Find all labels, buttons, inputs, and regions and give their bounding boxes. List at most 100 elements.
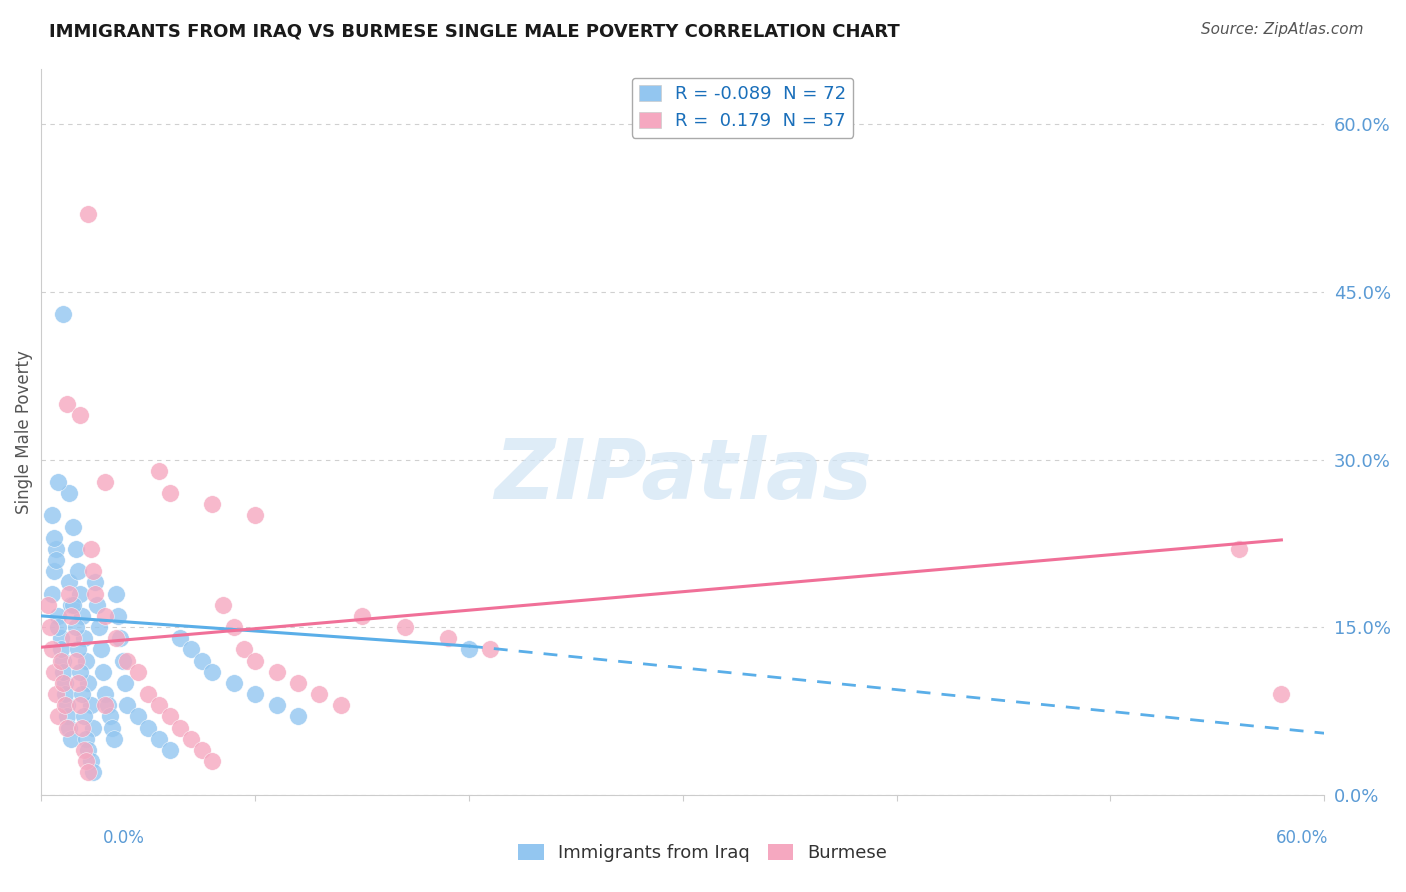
Point	[180, 642, 202, 657]
Point	[266, 665, 288, 679]
Point	[44, 531, 66, 545]
Point	[65, 654, 87, 668]
Point	[49, 654, 72, 668]
Point	[83, 586, 105, 600]
Point	[58, 486, 80, 500]
Point	[44, 665, 66, 679]
Point	[52, 676, 75, 690]
Point	[48, 620, 70, 634]
Point	[1227, 541, 1250, 556]
Point	[79, 698, 101, 713]
Point	[287, 709, 309, 723]
Point	[97, 698, 120, 713]
Point	[65, 620, 87, 634]
Point	[60, 731, 83, 746]
Legend: R = -0.089  N = 72, R =  0.179  N = 57: R = -0.089 N = 72, R = 0.179 N = 57	[631, 78, 853, 137]
Point	[52, 654, 75, 668]
Point	[82, 564, 104, 578]
Point	[73, 632, 96, 646]
Point	[105, 586, 128, 600]
Point	[107, 608, 129, 623]
Point	[94, 608, 117, 623]
Point	[48, 608, 70, 623]
Point	[75, 654, 97, 668]
Point	[79, 754, 101, 768]
Point	[127, 665, 149, 679]
Point	[69, 586, 91, 600]
Point	[49, 642, 72, 657]
Text: 0.0%: 0.0%	[103, 830, 145, 847]
Point	[233, 642, 256, 657]
Point	[69, 698, 91, 713]
Point	[159, 486, 181, 500]
Point	[350, 608, 373, 623]
Point	[169, 632, 191, 646]
Point	[86, 598, 108, 612]
Point	[77, 676, 100, 690]
Point	[308, 687, 330, 701]
Point	[243, 654, 266, 668]
Point	[66, 564, 89, 578]
Point	[45, 541, 67, 556]
Point	[201, 754, 224, 768]
Point	[103, 731, 125, 746]
Point	[136, 687, 159, 701]
Point	[111, 654, 134, 668]
Point	[79, 541, 101, 556]
Point	[91, 665, 114, 679]
Point	[169, 721, 191, 735]
Point	[190, 743, 212, 757]
Point	[201, 665, 224, 679]
Point	[94, 687, 117, 701]
Text: 60.0%: 60.0%	[1277, 830, 1329, 847]
Point	[48, 475, 70, 489]
Point	[87, 620, 110, 634]
Point	[159, 709, 181, 723]
Point	[136, 721, 159, 735]
Point	[65, 541, 87, 556]
Point	[62, 598, 84, 612]
Point	[58, 586, 80, 600]
Point	[148, 698, 170, 713]
Point	[69, 408, 91, 422]
Point	[52, 665, 75, 679]
Point	[56, 709, 79, 723]
Point	[38, 620, 60, 634]
Point	[60, 598, 83, 612]
Point	[436, 632, 458, 646]
Point	[41, 586, 63, 600]
Point	[44, 564, 66, 578]
Point	[222, 620, 245, 634]
Point	[73, 709, 96, 723]
Text: Source: ZipAtlas.com: Source: ZipAtlas.com	[1201, 22, 1364, 37]
Text: IMMIGRANTS FROM IRAQ VS BURMESE SINGLE MALE POVERTY CORRELATION CHART: IMMIGRANTS FROM IRAQ VS BURMESE SINGLE M…	[49, 22, 900, 40]
Point	[60, 608, 83, 623]
Point	[101, 721, 124, 735]
Point	[66, 642, 89, 657]
Text: ZIPatlas: ZIPatlas	[494, 434, 872, 516]
Point	[110, 632, 132, 646]
Point	[66, 676, 89, 690]
Point	[41, 508, 63, 523]
Point	[148, 464, 170, 478]
Point	[45, 687, 67, 701]
Point	[45, 553, 67, 567]
Point	[394, 620, 416, 634]
Y-axis label: Single Male Poverty: Single Male Poverty	[15, 350, 32, 514]
Point	[69, 665, 91, 679]
Point	[48, 709, 70, 723]
Point	[127, 709, 149, 723]
Point	[52, 307, 75, 321]
Point	[75, 731, 97, 746]
Point	[83, 575, 105, 590]
Point	[82, 765, 104, 780]
Point	[1270, 687, 1292, 701]
Point	[82, 721, 104, 735]
Point	[77, 743, 100, 757]
Point	[114, 676, 136, 690]
Point	[53, 676, 76, 690]
Point	[148, 731, 170, 746]
Point	[190, 654, 212, 668]
Point	[70, 687, 93, 701]
Point	[98, 709, 121, 723]
